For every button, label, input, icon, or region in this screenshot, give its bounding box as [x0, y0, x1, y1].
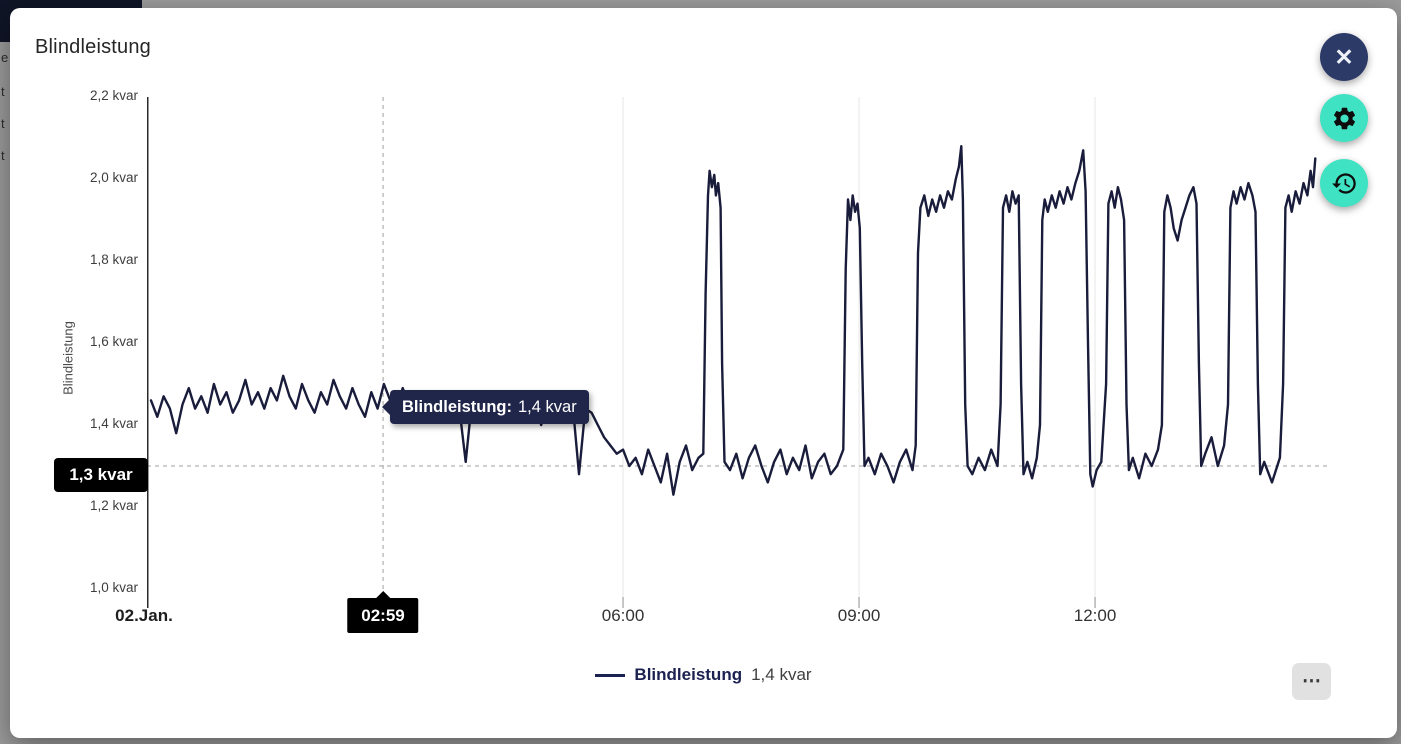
- y-tick-label: 1,0 kvar: [89, 580, 138, 595]
- crosshair-time-label: 02:59: [347, 598, 419, 633]
- settings-button[interactable]: [1320, 94, 1368, 142]
- tooltip-value: 1,4 kvar: [518, 397, 577, 416]
- y-tick-label: 2,0 kvar: [89, 170, 138, 185]
- more-options-button[interactable]: ⋯: [1292, 663, 1331, 700]
- background-text-fragment: e: [1, 50, 9, 65]
- close-button[interactable]: ✕: [1320, 33, 1368, 81]
- y-tick-label: 1,4 kvar: [89, 416, 138, 431]
- background-text-fragment: t: [1, 148, 5, 163]
- history-button[interactable]: [1320, 159, 1368, 207]
- background-text-fragment: t: [1, 116, 5, 131]
- y-axis-title: Blindleistung: [60, 321, 76, 395]
- page-title: Blindleistung: [35, 36, 152, 58]
- close-icon: ✕: [1334, 43, 1354, 70]
- y-tick-label: 1,8 kvar: [89, 252, 138, 267]
- legend-series-name: Blindleistung: [634, 665, 743, 684]
- series-line: [149, 145, 1317, 496]
- legend-line-swatch: [595, 673, 626, 677]
- x-tick-label: 09:00: [837, 606, 881, 625]
- chart-legend[interactable]: Blindleistung 1,4 kvar: [10, 662, 1397, 688]
- legend-series-value: 1,4 kvar: [751, 665, 812, 684]
- chart-dialog: Blindleistung ✕ Blindleistung 2,2 kvar 2,…: [10, 8, 1397, 738]
- gear-icon: [1333, 107, 1355, 129]
- chart-tooltip: Blindleistung: 1,4 kvar: [390, 390, 589, 424]
- crosshair-value-label: 1,3 kvar: [54, 458, 148, 492]
- x-tick-label: 12:00: [1073, 606, 1117, 625]
- x-axis-date-label: 02.Jan.: [115, 606, 173, 625]
- y-tick-label: 1,6 kvar: [89, 334, 138, 349]
- y-tick-label: 1,2 kvar: [89, 498, 138, 513]
- tooltip-series-name: Blindleistung:: [402, 397, 512, 416]
- x-tick-label: 06:00: [601, 606, 645, 625]
- chart-plot-area[interactable]: [147, 97, 1331, 609]
- background-text-fragment: t: [1, 84, 5, 99]
- y-tick-label: 2,2 kvar: [89, 88, 138, 103]
- history-icon: [1331, 172, 1356, 194]
